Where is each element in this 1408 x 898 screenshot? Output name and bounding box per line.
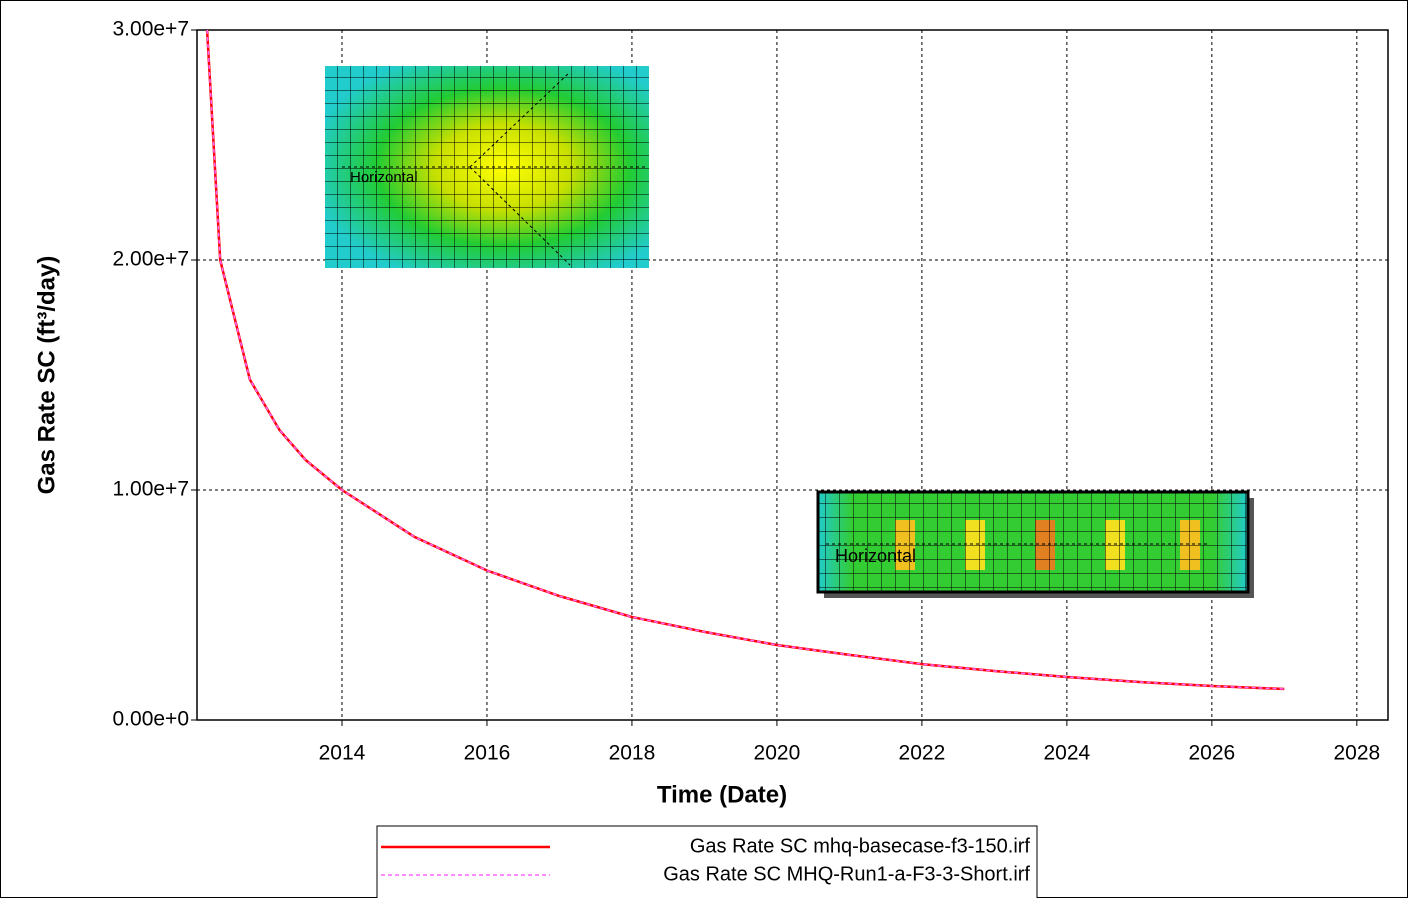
- legend-label: Gas Rate SC mhq-basecase-f3-150.irf: [690, 835, 1031, 857]
- x-tick-label: 2028: [1333, 742, 1380, 765]
- x-tick-label: 2014: [319, 742, 366, 765]
- inset-top: Horizontal: [325, 66, 649, 268]
- series-line: [205, 29, 1285, 691]
- y-tick-label: 1.00e+7: [113, 478, 190, 501]
- y-tick-label: 3.00e+7: [113, 18, 190, 41]
- x-tick-label: 2016: [464, 742, 511, 765]
- legend: [376, 825, 1038, 898]
- y-tick-label: 0.00e+0: [113, 708, 190, 731]
- x-tick-label: 2018: [609, 742, 656, 765]
- x-tick-label: 2024: [1044, 742, 1091, 765]
- plot-border: [196, 29, 1389, 721]
- x-axis-title: Time (Date): [657, 781, 787, 808]
- x-tick-label: 2020: [754, 742, 801, 765]
- x-tick-label: 2026: [1188, 742, 1235, 765]
- x-tick-label: 2022: [899, 742, 946, 765]
- y-axis-title: Gas Rate SC (ft³/day): [33, 256, 60, 495]
- inset-bottom: Horizontal: [816, 490, 1254, 598]
- annotation: Horizontal: [350, 169, 418, 186]
- annotation: Horizontal: [835, 546, 916, 566]
- legend-label: Gas Rate SC MHQ-Run1-a-F3-3-Short.irf: [663, 863, 1030, 885]
- y-tick-label: 2.00e+7: [113, 248, 190, 271]
